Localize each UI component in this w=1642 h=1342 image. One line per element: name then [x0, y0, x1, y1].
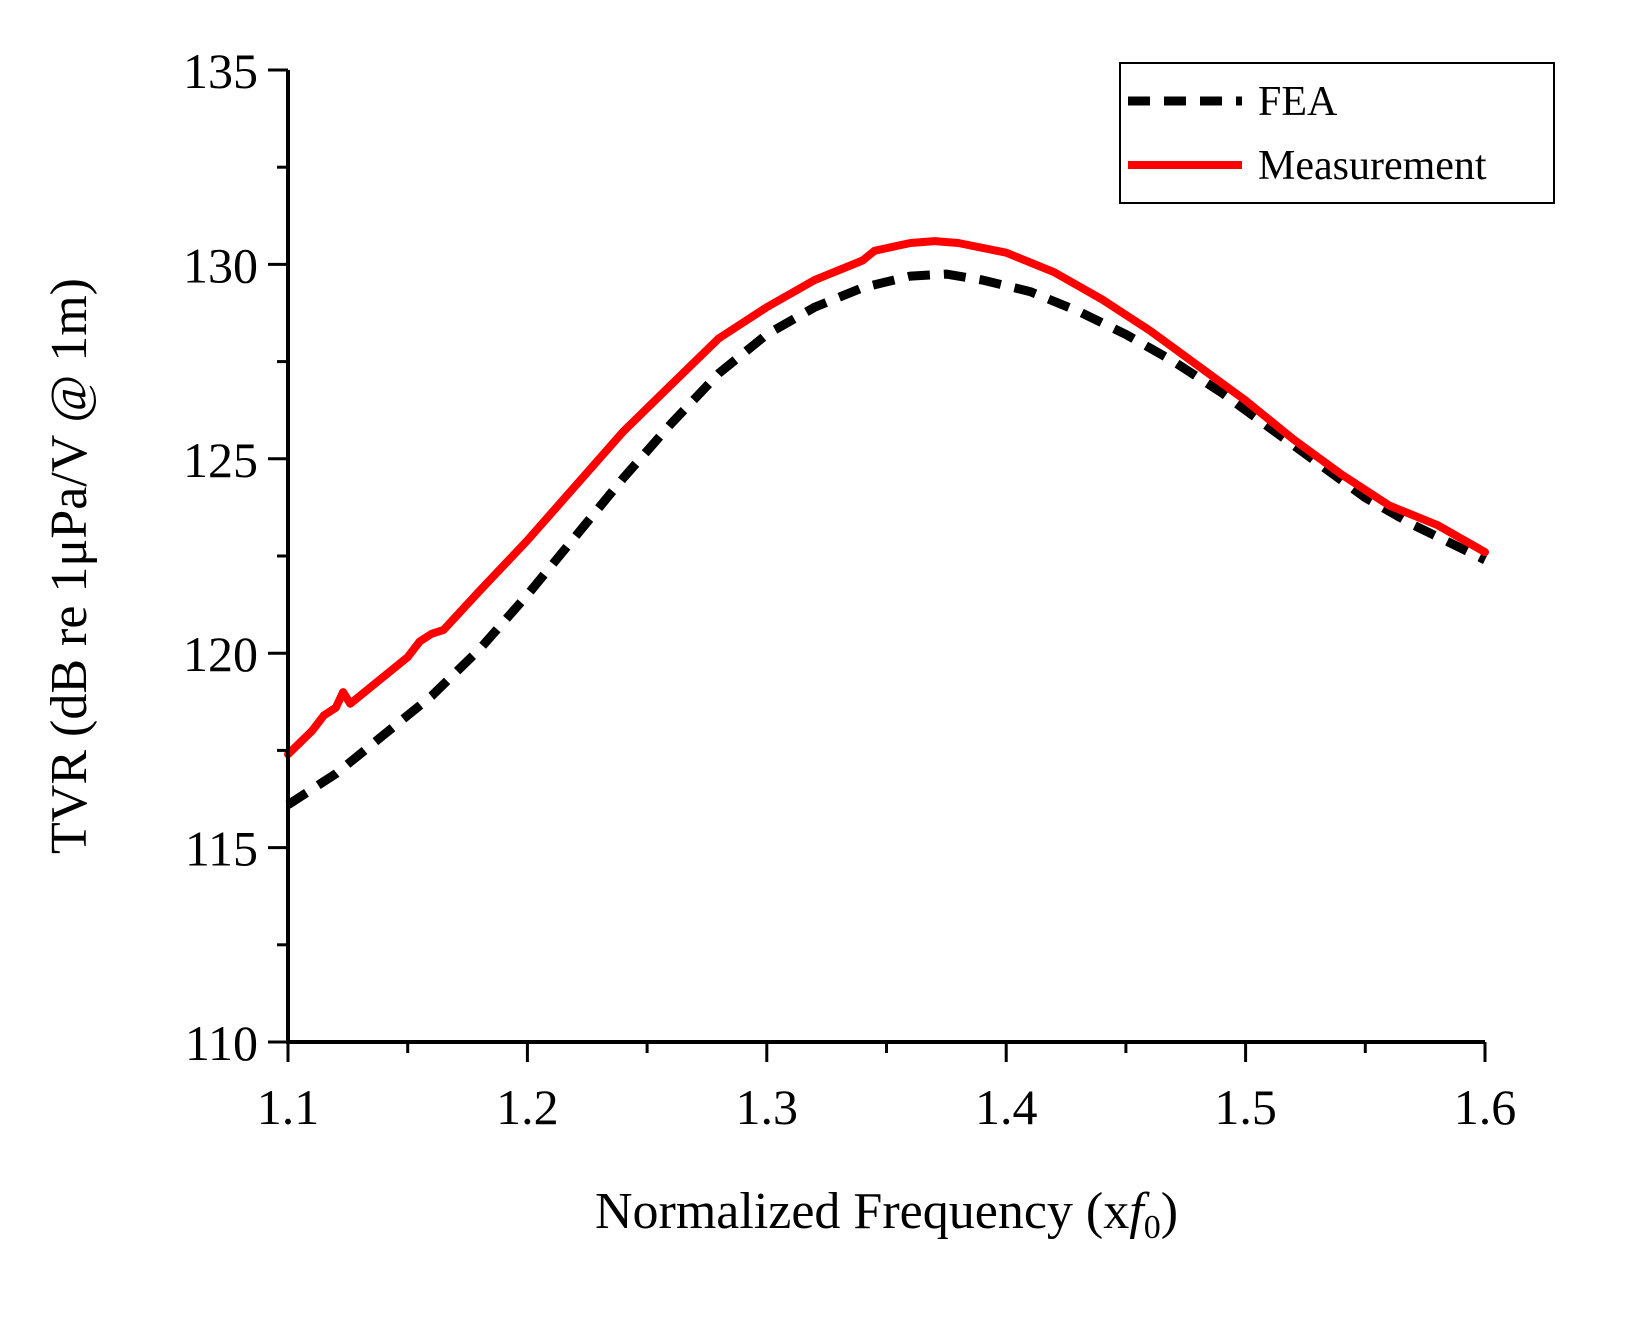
x-tick-label: 1.3 — [736, 1079, 799, 1135]
y-tick-label: 130 — [183, 237, 258, 293]
x-tick-label: 1.6 — [1454, 1079, 1517, 1135]
x-tick-label: 1.5 — [1214, 1079, 1277, 1135]
legend-label-fea: FEA — [1258, 79, 1338, 125]
y-tick-label: 125 — [183, 432, 258, 488]
y-tick-label: 115 — [185, 821, 258, 877]
x-axis-title-close: ) — [1161, 1183, 1178, 1240]
series-layer — [284, 237, 1489, 809]
legend-label-measurement: Measurement — [1258, 143, 1487, 189]
x-tick-label: 1.1 — [257, 1079, 320, 1135]
y-tick-label: 110 — [185, 1015, 258, 1071]
series-line-measurement — [284, 237, 1489, 759]
x-tick-label: 1.2 — [496, 1079, 559, 1135]
y-tick-label: 120 — [183, 626, 258, 682]
series-line-fea — [285, 269, 1487, 809]
legend-box — [1119, 62, 1555, 204]
x-axis-title: Normalized Frequency (xf0) — [595, 1183, 1178, 1246]
legend: FEA Measurement — [1119, 62, 1555, 204]
y-tick-label: 135 — [183, 43, 258, 99]
y-axis-title: TVR (dB re 1μPa/V @ 1m) — [41, 278, 98, 854]
x-ticks-layer: 1.1 1.2 1.3 1.4 1.5 1.6 — [257, 1042, 1517, 1135]
x-axis-title-text: Normalized Frequency (x — [595, 1183, 1129, 1240]
y-ticks-layer: 110 115 120 125 130 135 — [183, 43, 288, 1071]
x-tick-label: 1.4 — [975, 1079, 1038, 1135]
x-axis-title-subscript: 0 — [1144, 1209, 1161, 1246]
